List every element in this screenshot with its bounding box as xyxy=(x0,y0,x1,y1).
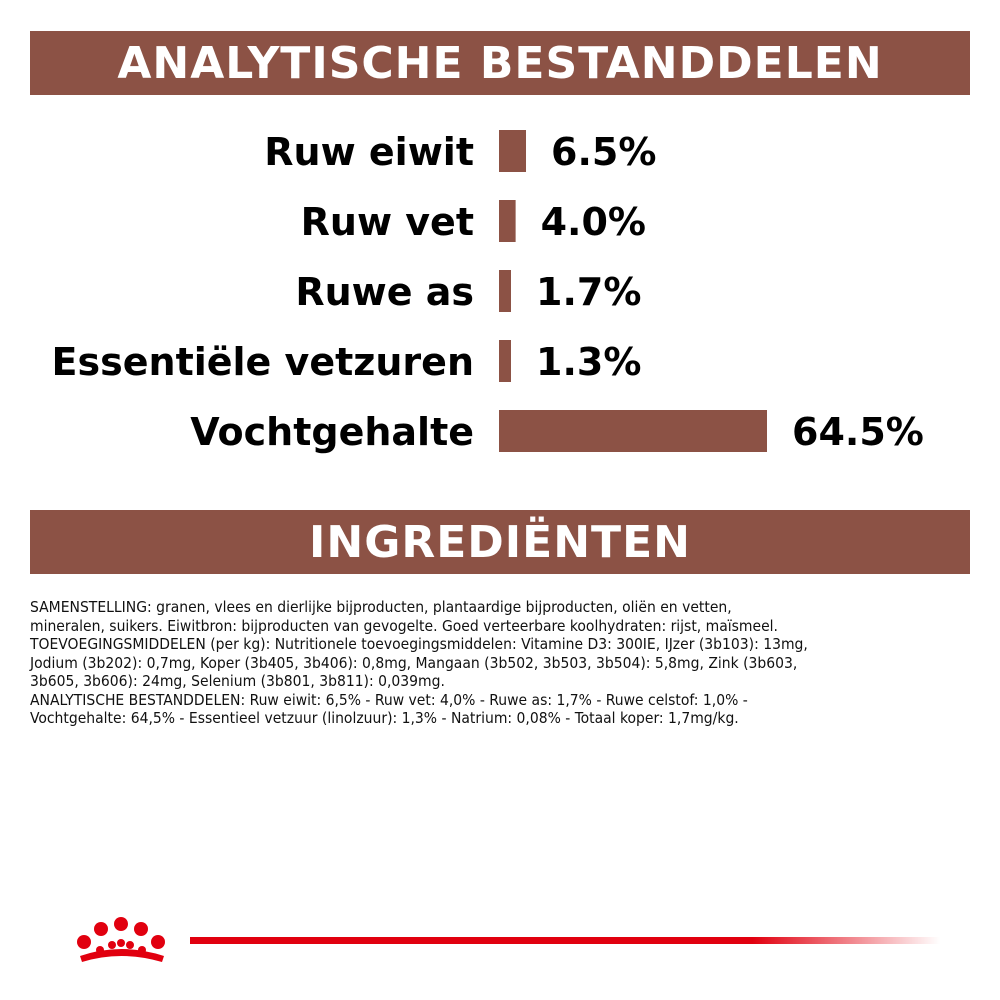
analytic-title: ANALYTISCHE BESTANDDELEN xyxy=(117,37,883,89)
bar xyxy=(499,130,527,172)
brand-line xyxy=(190,937,940,944)
value-label: 1.7% xyxy=(536,270,641,314)
category-label: Ruw vet xyxy=(301,200,474,244)
bar xyxy=(499,410,767,452)
category-label: Essentiële vetzuren xyxy=(52,340,474,384)
analysis-bar-chart: Ruw eiwit 6.5% Ruw vet 4.0% Ruwe as 1.7% Essen… xyxy=(52,130,924,454)
ingredients-line: ANALYTISCHE BESTANDDELEN: Ruw eiwit: 6,5… xyxy=(30,690,748,709)
value-label: 4.0% xyxy=(541,200,646,244)
ingredients-line: SAMENSTELLING: granen, vlees en dierlijk… xyxy=(30,598,732,616)
ingredients-line: TOEVOEGINGSMIDDELEN (per kg): Nutritione… xyxy=(30,635,808,653)
ingredients-title: INGREDIËNTEN xyxy=(309,516,691,568)
category-label: Vochtgehalte xyxy=(190,410,474,454)
ingredients-line: mineralen, suikers. Eiwitbron: bijproduc… xyxy=(30,616,778,635)
analytic-banner: ANALYTISCHE BESTANDDELEN xyxy=(30,31,970,95)
ingredients-banner: INGREDIËNTEN xyxy=(30,510,970,574)
value-label: 64.5% xyxy=(792,410,924,454)
ingredients-line: Jodium (3b202): 0,7mg, Koper (3b405, 3b4… xyxy=(30,653,798,672)
ingredients-line: 3b605, 3b606): 24mg, Selenium (3b801, 3b… xyxy=(30,672,445,690)
category-label: Ruwe as xyxy=(295,270,474,314)
ingredients-text: SAMENSTELLING: granen, vlees en dierlijk… xyxy=(30,598,975,728)
value-label: 1.3% xyxy=(536,340,641,384)
ingredients-line: Vochtgehalte: 64,5% - Essentieel vetzuur… xyxy=(30,709,739,727)
category-label: Ruw eiwit xyxy=(264,130,474,174)
bar xyxy=(499,340,511,382)
bar xyxy=(499,200,516,242)
bar xyxy=(499,270,511,312)
value-label: 6.5% xyxy=(551,130,656,174)
royal-canin-crown-icon xyxy=(77,917,165,962)
